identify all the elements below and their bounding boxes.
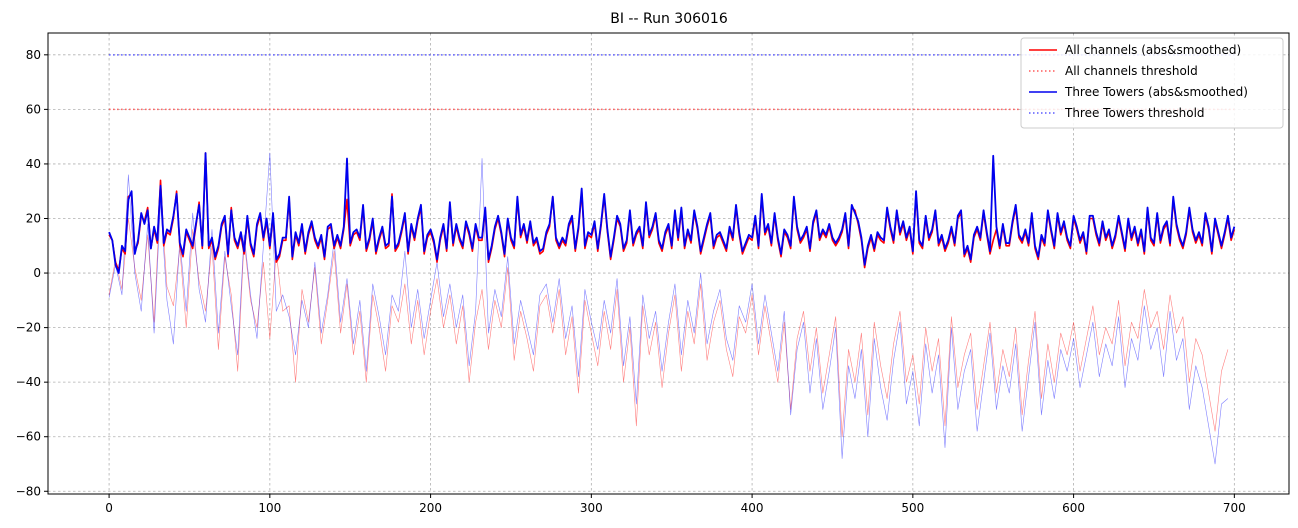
y-tick-label: −80	[16, 484, 41, 498]
raw-series-line-0	[108, 190, 1229, 438]
smoothed-series-group	[108, 152, 1236, 274]
legend-entry-label-0: All channels (abs&smoothed)	[1065, 43, 1241, 57]
y-tick-label: 80	[26, 48, 41, 62]
x-tick-label: 400	[741, 501, 764, 515]
raw-series-group	[108, 152, 1229, 465]
legend-entry-label-2: Three Towers (abs&smoothed)	[1064, 85, 1248, 99]
legend: All channels (abs&smoothed) All channels …	[1020, 37, 1284, 129]
raw-series-line-1	[108, 152, 1229, 465]
legend-box	[1020, 37, 1284, 129]
plot-frame	[47, 32, 1290, 495]
grid-lines	[48, 33, 1289, 494]
y-tick-label: 0	[33, 266, 41, 280]
chart-title: BI -- Run 306016	[610, 11, 728, 27]
x-tick-label: 0	[105, 501, 113, 515]
smoothed-series-line-1	[108, 152, 1236, 274]
legend-entry-label-3: Three Towers threshold	[1064, 106, 1205, 120]
legend-entry-label-1: All channels threshold	[1065, 64, 1198, 78]
y-tick-labels: −80 −60 −40 −20 0 20 40 60 80	[16, 48, 48, 498]
y-tick-label: −40	[16, 375, 41, 389]
y-tick-label: −20	[16, 321, 41, 335]
y-tick-label: 20	[26, 211, 41, 225]
x-tick-label: 600	[1062, 501, 1085, 515]
y-tick-label: 40	[26, 157, 41, 171]
x-tick-label: 700	[1223, 501, 1246, 515]
x-tick-label: 500	[901, 501, 924, 515]
x-tick-label: 100	[258, 501, 281, 515]
x-tick-labels: 0 100 200 300 400 500 600 700	[105, 494, 1246, 515]
y-tick-label: 60	[26, 102, 41, 116]
axes	[47, 32, 1290, 495]
y-tick-label: −60	[16, 430, 41, 444]
x-tick-label: 200	[419, 501, 442, 515]
x-tick-label: 300	[580, 501, 603, 515]
